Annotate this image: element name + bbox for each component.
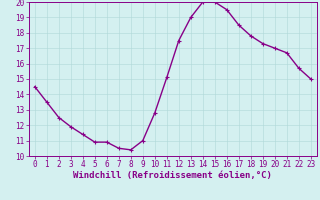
X-axis label: Windchill (Refroidissement éolien,°C): Windchill (Refroidissement éolien,°C)	[73, 171, 272, 180]
